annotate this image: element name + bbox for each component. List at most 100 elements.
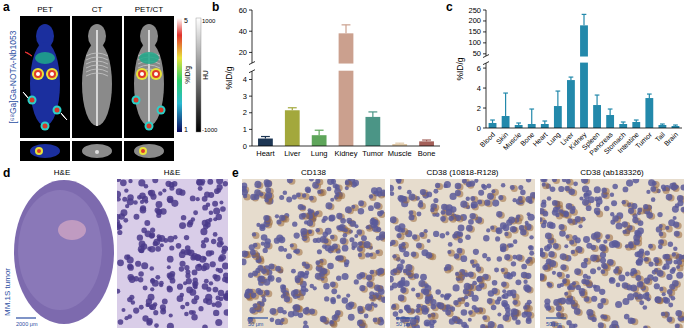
stain [542,182,549,189]
nucleus [265,192,272,199]
liver-uptake [139,52,159,64]
nucleus [416,304,421,309]
nucleus [448,242,453,247]
nucleus [117,230,122,235]
nucleus [155,207,161,213]
nucleus [675,185,679,189]
nucleus [508,216,515,223]
nucleus [196,197,200,201]
stain [376,249,383,256]
stain [393,254,400,261]
nucleus [458,238,463,243]
nucleus [154,323,159,328]
stain [524,305,531,312]
nucleus [583,236,590,243]
slice-bone [95,150,99,154]
y-tick-label: 200 [468,16,481,25]
nucleus [369,295,373,299]
image-frame [72,16,122,138]
nucleus [482,315,487,320]
nucleus [468,271,474,277]
error-bar [395,143,404,145]
nucleus [636,259,643,266]
nucleus [325,228,332,235]
nucleus [155,246,161,252]
nucleus [510,226,517,233]
nucleus [315,179,320,184]
nucleus [171,200,178,207]
nucleus [681,255,684,260]
nucleus [356,229,362,235]
stain [513,294,520,301]
nucleus [310,209,314,213]
nucleus [543,211,549,217]
category-label: Bone [418,149,436,158]
slice-frame [124,141,174,161]
bar [632,122,640,128]
y-tick-label: 2 [243,108,247,117]
error-bar [422,140,431,141]
nucleus [390,240,395,245]
nucleus [145,303,149,307]
nucleus [472,264,476,268]
nucleus [263,215,269,221]
stain [318,189,325,196]
nucleus [225,290,228,295]
nucleus [586,243,592,249]
nucleus [350,220,356,226]
nucleus [580,291,585,296]
nucleus [488,290,495,297]
nucleus [381,297,385,303]
nucleus [172,181,178,187]
nucleus [342,297,348,303]
nucleus [430,299,436,305]
nucleus [141,228,147,234]
nucleus [622,230,626,234]
stain [431,207,438,214]
image-label: H&E [54,168,70,177]
nucleus [654,283,660,289]
nucleus [223,181,228,186]
nucleus [150,287,154,291]
nucleus [653,276,659,282]
nucleus [560,264,566,270]
nucleus [433,198,438,203]
nucleus [470,213,476,219]
nucleus [672,280,679,287]
nucleus [120,180,127,187]
y-tick [483,10,486,11]
nucleus [129,276,136,283]
error-bar [569,77,574,80]
nucleus [368,205,374,211]
tracer-label: [⁶⁸Ga]Ga-NOTA-Nb1053 [8,30,18,123]
nucleus [502,224,509,231]
nucleus [321,316,327,322]
tumor-uptake [43,124,48,129]
sample-label: MM.1S tumor [3,268,12,316]
nucleus [276,235,283,242]
colorbar [196,18,201,132]
nucleus [500,247,504,251]
nucleus [286,197,292,203]
nucleus [366,274,372,280]
nucleus [540,274,544,280]
nucleus [440,216,446,222]
nucleus [279,195,284,200]
error-bar [516,123,521,125]
nucleus [615,301,622,308]
nucleus [597,303,603,309]
nucleus [622,200,626,204]
nucleus [301,206,306,211]
stain [254,303,261,310]
nucleus [415,308,420,313]
nucleus [665,226,669,230]
nucleus [648,179,655,186]
nucleus [423,289,430,296]
nucleus [584,193,588,197]
nucleus [378,268,384,274]
colorbar-label: 1 [184,126,188,133]
nucleus [242,189,248,196]
nucleus [210,261,216,267]
nucleus [375,250,379,254]
nucleus [497,313,501,317]
